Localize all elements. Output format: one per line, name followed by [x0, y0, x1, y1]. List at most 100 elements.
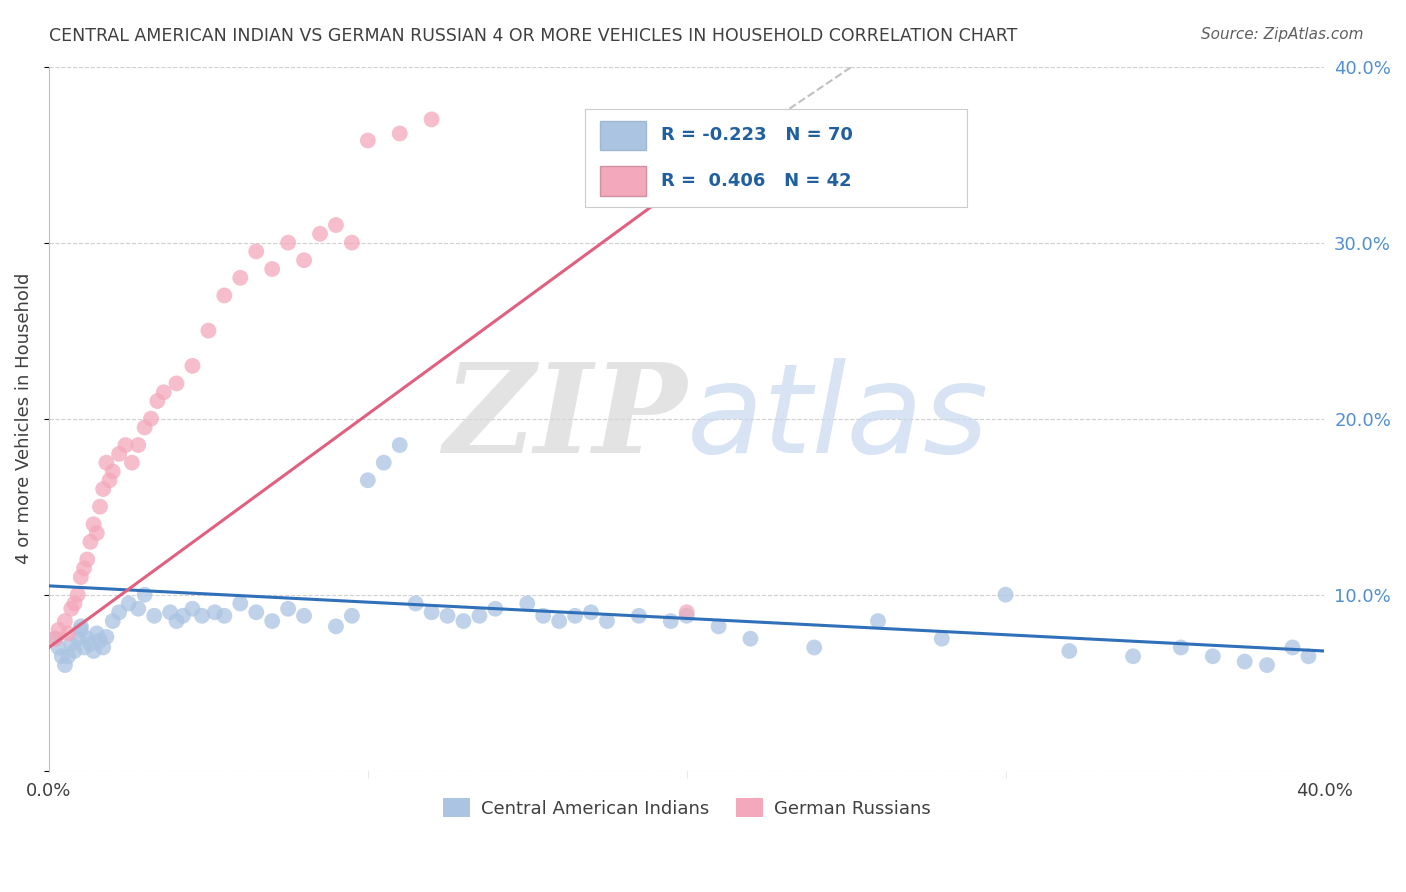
Point	[79, 637, 101, 651]
Point	[357, 134, 380, 148]
Point	[292, 608, 315, 623]
Point	[627, 608, 650, 623]
Text: Source: ZipAtlas.com: Source: ZipAtlas.com	[1201, 27, 1364, 42]
Point	[262, 262, 284, 277]
Point	[86, 626, 108, 640]
Point	[181, 601, 204, 615]
Point	[229, 597, 252, 611]
Point	[420, 605, 443, 619]
Point	[1256, 658, 1278, 673]
Point	[152, 385, 174, 400]
Point	[516, 597, 538, 611]
Point	[66, 588, 89, 602]
Point	[66, 632, 89, 646]
Point	[204, 605, 226, 619]
Point	[564, 608, 586, 623]
Point	[89, 500, 111, 514]
Point	[373, 456, 395, 470]
Point	[388, 438, 411, 452]
Point	[309, 227, 332, 241]
Point	[579, 605, 602, 619]
Point	[91, 640, 114, 655]
Text: CENTRAL AMERICAN INDIAN VS GERMAN RUSSIAN 4 OR MORE VEHICLES IN HOUSEHOLD CORREL: CENTRAL AMERICAN INDIAN VS GERMAN RUSSIA…	[49, 27, 1018, 45]
Point	[1202, 649, 1225, 664]
Point	[134, 420, 156, 434]
Point	[76, 632, 98, 646]
Y-axis label: 4 or more Vehicles in Household: 4 or more Vehicles in Household	[15, 273, 32, 565]
Point	[325, 218, 347, 232]
Point	[166, 614, 188, 628]
Legend: Central American Indians, German Russians: Central American Indians, German Russian…	[436, 791, 938, 825]
Point	[70, 570, 93, 584]
Point	[60, 637, 83, 651]
Point	[83, 644, 105, 658]
Point	[245, 244, 267, 259]
Text: atlas: atlas	[686, 359, 988, 479]
Point	[76, 552, 98, 566]
Point	[44, 632, 66, 646]
Point	[146, 394, 169, 409]
Point	[191, 608, 214, 623]
Point	[214, 288, 236, 302]
Point	[83, 517, 105, 532]
Point	[453, 614, 475, 628]
Point	[121, 456, 143, 470]
Point	[931, 632, 953, 646]
Point	[127, 438, 149, 452]
Point	[96, 456, 118, 470]
Point	[98, 473, 121, 487]
Point	[166, 376, 188, 391]
Point	[675, 605, 697, 619]
Point	[229, 270, 252, 285]
Point	[1233, 655, 1256, 669]
Point	[803, 640, 825, 655]
Point	[531, 608, 554, 623]
Point	[1122, 649, 1144, 664]
Point	[134, 588, 156, 602]
Point	[73, 640, 96, 655]
Point	[70, 619, 93, 633]
Point	[277, 601, 299, 615]
Point	[181, 359, 204, 373]
Point	[172, 608, 194, 623]
Point	[70, 623, 93, 637]
Point	[56, 626, 79, 640]
Point	[484, 601, 506, 615]
Point	[63, 644, 86, 658]
Point	[60, 601, 83, 615]
Point	[44, 632, 66, 646]
Point	[245, 605, 267, 619]
Point	[388, 127, 411, 141]
Point	[56, 649, 79, 664]
Point	[197, 324, 219, 338]
Point	[91, 482, 114, 496]
Point	[292, 253, 315, 268]
Point	[405, 597, 427, 611]
Point	[108, 447, 131, 461]
Point	[659, 614, 682, 628]
Point	[118, 597, 141, 611]
Point	[89, 633, 111, 648]
Point	[214, 608, 236, 623]
Point	[707, 619, 730, 633]
Point	[548, 614, 571, 628]
Point	[436, 608, 458, 623]
Point	[468, 608, 491, 623]
Point	[96, 630, 118, 644]
Point	[420, 112, 443, 127]
Point	[1170, 640, 1192, 655]
Point	[139, 411, 162, 425]
Point	[277, 235, 299, 250]
Point	[866, 614, 889, 628]
Point	[262, 614, 284, 628]
Point	[127, 601, 149, 615]
Point	[1281, 640, 1303, 655]
Point	[159, 605, 181, 619]
Point	[53, 658, 76, 673]
Point	[63, 597, 86, 611]
Point	[101, 614, 124, 628]
Point	[1059, 644, 1081, 658]
Point	[325, 619, 347, 633]
Point	[51, 649, 73, 664]
Point	[675, 608, 697, 623]
